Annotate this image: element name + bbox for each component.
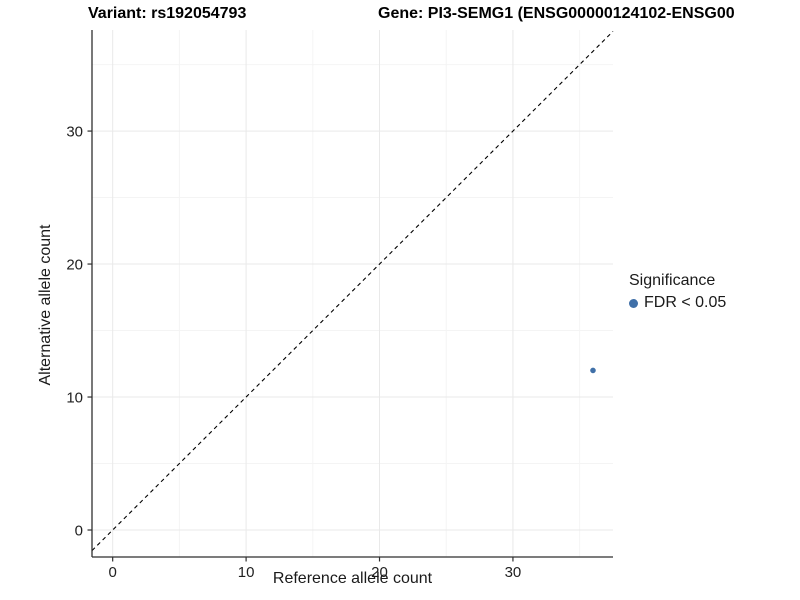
axis-tick-labels: 0 10 20 30 0 10 20 30 [66, 124, 521, 581]
axis-ticks [87, 130, 514, 562]
legend: Significance FDR < 0.05 [629, 272, 726, 312]
gridlines-minor [92, 30, 613, 557]
x-tick-label: 10 [238, 564, 255, 581]
x-tick-label: 0 [109, 564, 117, 581]
legend-items: FDR < 0.05 [629, 294, 726, 312]
y-tick-label: 0 [75, 523, 83, 540]
x-tick-label: 30 [505, 564, 522, 581]
y-axis-title: Alternative allele count [37, 224, 54, 386]
plot-title-variant: Variant: rs192054793 [88, 5, 247, 22]
legend-item: FDR < 0.05 [629, 294, 726, 312]
gridlines-major [92, 30, 613, 557]
y-tick-label: 10 [66, 390, 83, 407]
axis-lines [91, 30, 613, 558]
identity-line [91, 30, 614, 552]
data-point [590, 367, 596, 374]
legend-item-label: FDR < 0.05 [644, 294, 727, 311]
identity-line-group [91, 30, 614, 552]
y-tick-label: 20 [66, 257, 83, 274]
x-tick-label: 20 [371, 564, 388, 581]
y-tick-label: 30 [66, 124, 83, 141]
legend-point-icon [629, 298, 638, 308]
data-points [590, 367, 596, 374]
plot-title-gene: Gene: PI3-SEMG1 (ENSG00000124102-ENSG00 [378, 5, 735, 22]
x-axis-title: Reference allele count [272, 570, 433, 587]
legend-title: Significance [629, 272, 716, 289]
